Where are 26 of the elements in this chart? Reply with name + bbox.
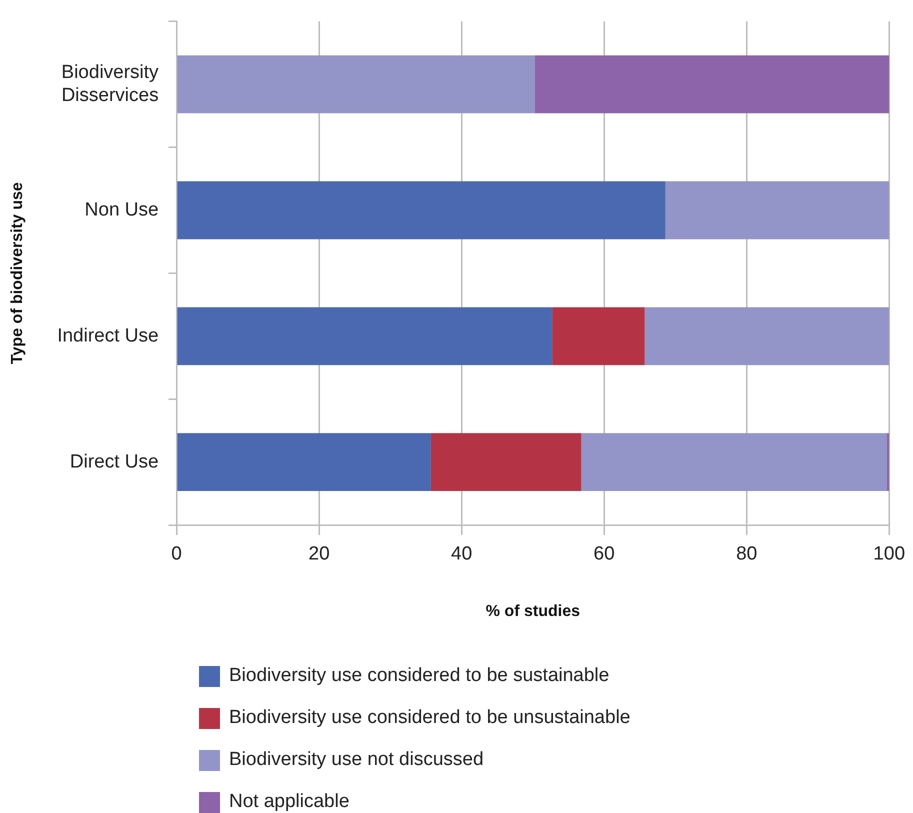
bar bbox=[430, 433, 582, 492]
bar bbox=[581, 433, 888, 492]
bar bbox=[177, 181, 666, 240]
legend-label: Not applicable bbox=[229, 791, 350, 813]
y-tick-label: Indirect Use bbox=[57, 325, 159, 346]
x-axis-title: % of studies bbox=[486, 602, 580, 620]
x-tick-label: 60 bbox=[594, 544, 615, 565]
bar bbox=[665, 181, 890, 240]
x-tick-label: 40 bbox=[451, 544, 472, 565]
bar bbox=[535, 55, 890, 114]
y-tick-label: Direct Use bbox=[70, 451, 159, 472]
y-tick-label: Non Use bbox=[84, 199, 159, 220]
x-tick-label: 100 bbox=[873, 544, 905, 565]
bar bbox=[552, 307, 645, 366]
legend-label: Biodiversity use considered to be sustainable bbox=[229, 665, 610, 687]
x-tick-label: 80 bbox=[736, 544, 758, 565]
y-tick-label: Biodiversity Disservices bbox=[61, 62, 160, 106]
x-tick-label: 0 bbox=[171, 544, 182, 565]
legend-label: Biodiversity use not discussed bbox=[229, 749, 484, 771]
bar bbox=[177, 55, 535, 114]
bar bbox=[177, 433, 431, 492]
x-tick-label: 20 bbox=[308, 544, 330, 565]
y-axis-title: Type of biodiversity use bbox=[9, 182, 26, 364]
legend-label: Biodiversity use considered to be unsustainable bbox=[229, 707, 630, 729]
bar bbox=[177, 307, 552, 366]
bar bbox=[644, 307, 890, 366]
